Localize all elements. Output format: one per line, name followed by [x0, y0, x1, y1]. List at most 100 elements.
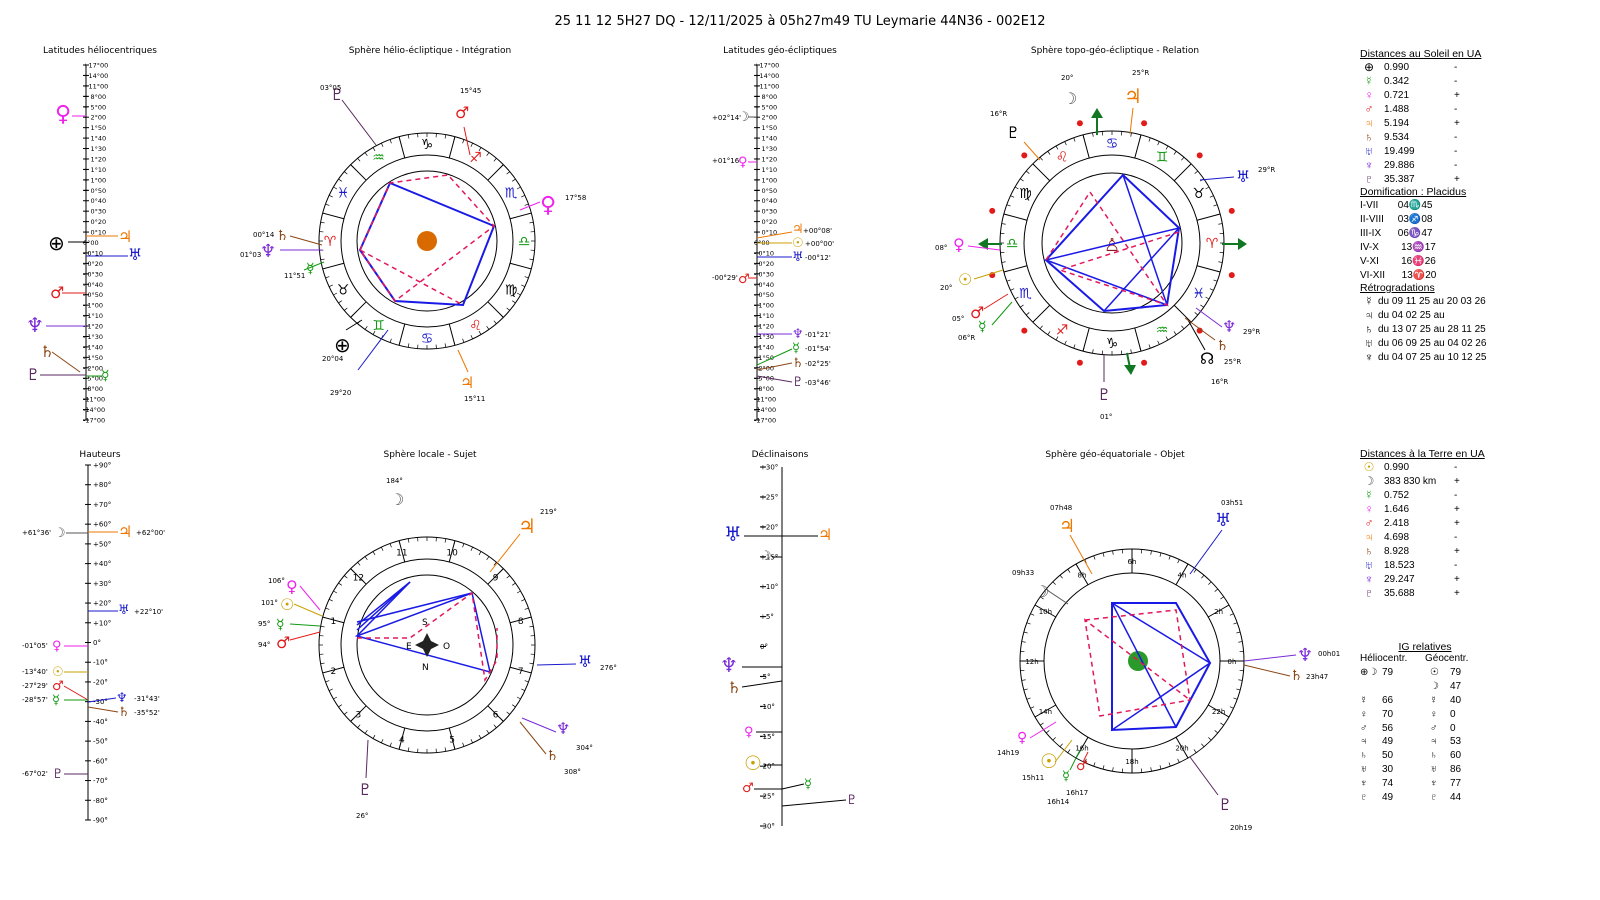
- house-number-label: 3: [356, 711, 362, 721]
- hour-label: 18h: [1125, 758, 1138, 766]
- house-number-label: 1: [330, 617, 336, 627]
- jupiter-icon: ♃: [1364, 530, 1374, 544]
- scale-tick-label: + 1°00: [754, 176, 777, 184]
- distance-row: ♆ 29.886 -: [1360, 158, 1486, 172]
- distance-value: 0.342: [1384, 75, 1410, 87]
- pluto-height-label: -67°02': [22, 770, 48, 778]
- distance-value: 383 830 km: [1384, 475, 1437, 487]
- zodiac-sign-icon: ♑: [421, 137, 434, 153]
- panel-title-local-sphere: Sphère locale - Sujet: [383, 450, 477, 460]
- ig-col-helio: Héliocentr.: [1360, 653, 1408, 664]
- planet-icon: ♂: [1360, 722, 1368, 734]
- zodiac-sign-icon: ♍: [1019, 186, 1032, 202]
- scale-tick-label: - 1°00: [83, 302, 103, 310]
- sun-icon: [417, 231, 437, 251]
- retrograde-row: ♃ du 04 02 25 au: [1360, 308, 1486, 322]
- jupiter-topo-label: 25°R: [1132, 69, 1149, 77]
- distance-row: ♅ 19.499 -: [1360, 144, 1486, 158]
- scale-tick-label: +5°: [760, 613, 774, 621]
- scale-tick-label: - 0°20: [754, 260, 774, 268]
- jupiter-icon: ♃: [1364, 116, 1374, 130]
- ig-helio-value: 56: [1382, 722, 1394, 734]
- earth-globe-icon: [1128, 651, 1148, 671]
- planet-icon: ☿: [1364, 294, 1374, 308]
- scale-tick-label: + 1°50: [754, 124, 777, 132]
- zodiac-sign-icon: ♐: [469, 150, 482, 166]
- helio-lat-scale: +17°00 +14°00 +11°00 + 8°00 + 5°00 + 2°00 + 1°…: [83, 62, 108, 425]
- distance-sign: +: [1454, 173, 1460, 185]
- earth-icon: ⊕: [1363, 60, 1375, 74]
- hour-label: 12h: [1025, 658, 1038, 666]
- sun-height-label: -13°40': [22, 668, 48, 676]
- jupiter-icon: ♃: [118, 227, 132, 246]
- mercury-local-label: 95°: [258, 620, 270, 628]
- distance-row: ⊕ 0.990 -: [1360, 60, 1486, 74]
- distance-value: 29.247: [1384, 573, 1415, 585]
- moon-icon: ☽: [1363, 474, 1375, 488]
- scale-tick-label: - 8°00: [754, 385, 774, 393]
- mars-height-label: -27°29': [22, 682, 48, 690]
- sun-distances-panel: Distances au Soleil en UA ⊕ 0.990 - ☿ 0.342 -…: [1360, 48, 1486, 364]
- scale-tick-label: -25°: [760, 793, 775, 801]
- jupiter-icon: ♃: [792, 222, 804, 237]
- zodiac-sign-icon: ♉: [337, 283, 350, 299]
- uranus-height-label: +22°10': [134, 608, 163, 616]
- jupiter-icon: ♃: [818, 525, 832, 544]
- pluto-icon: ♇: [1364, 172, 1374, 186]
- zodiac-sign-icon: ♋: [421, 331, 434, 347]
- venus-local-label: 106°: [268, 577, 285, 585]
- planet-icon: ☉: [1430, 667, 1439, 679]
- scale-tick-label: +70°: [93, 501, 111, 509]
- hour-label: 16h: [1075, 745, 1088, 753]
- mercury-icon: ☿: [101, 368, 110, 384]
- moon-height-label: +61°36': [22, 529, 51, 537]
- house-number-label: 10: [446, 548, 458, 558]
- moon-local-label: 184°: [386, 477, 403, 485]
- house-number-label: 8: [518, 617, 524, 627]
- scale-tick-label: - 1°10: [83, 312, 103, 320]
- zodiac-sign-icon: ♍: [505, 283, 518, 299]
- scale-tick-label: -70°: [93, 777, 108, 785]
- scale-tick-label: +14°00: [83, 72, 108, 80]
- planet-icon: ♀: [1430, 708, 1438, 720]
- saturn-icon: ♄: [1290, 668, 1303, 684]
- uranus-icon: ♅: [1215, 510, 1231, 531]
- ig-row: ♆ 74 ♆ 77: [1360, 776, 1490, 790]
- planet-icon: ♅: [1430, 763, 1438, 775]
- distance-sign: +: [1454, 545, 1460, 557]
- ig-geo-value: 53: [1450, 736, 1462, 748]
- ig-col-geo: Géocentr.: [1425, 653, 1469, 664]
- scale-tick-label: - 0°50: [83, 291, 103, 299]
- distance-value: 29.886: [1384, 159, 1415, 171]
- zodiac-sign-icon: ♎: [518, 234, 531, 250]
- scale-tick-label: +50°: [93, 540, 111, 548]
- mercury-helio-label: 11°51: [284, 272, 305, 280]
- house-cusp-row: II-VIII 03♐08: [1360, 213, 1433, 225]
- scale-tick-label: + 1°40: [754, 135, 777, 143]
- distance-sign: +: [1454, 573, 1460, 585]
- scale-tick-label: -14°00: [83, 406, 105, 414]
- neptune-icon: ♆: [556, 719, 570, 738]
- distance-row: ♃ 4.698 -: [1360, 530, 1485, 544]
- distance-sign: -: [1454, 103, 1458, 115]
- scale-tick-label: - 0°50: [754, 291, 774, 299]
- ig-helio-value: 70: [1382, 708, 1394, 720]
- pluto-icon: ♇: [358, 780, 372, 799]
- saturn-icon: ♄: [276, 228, 289, 244]
- venus-height-label: -01°05': [22, 642, 48, 650]
- mercury-topo-label: 06°R: [958, 334, 975, 342]
- house-cusp-row: V-XI 16♓26: [1360, 255, 1436, 267]
- earth-distances-title: Distances à la Terre en UA: [1360, 448, 1485, 460]
- distance-row: ♇ 35.688 +: [1360, 586, 1485, 600]
- neptune-icon: ♆: [26, 313, 44, 337]
- zodiac-sign-icon: ♑: [1106, 336, 1119, 352]
- planet-icon: ♇: [1360, 791, 1368, 803]
- scale-tick-label: + 0°10: [83, 229, 106, 237]
- topo-aspect-dashed: [1045, 190, 1180, 307]
- jupiter-icon: ♃: [1059, 516, 1075, 537]
- uranus-icon: ♅: [724, 522, 742, 546]
- planet-icon: ♀: [1360, 708, 1368, 720]
- neptune-helio-label: 01°03: [240, 251, 261, 259]
- retrograde-dates: du 04 07 25 au 10 12 25: [1378, 351, 1487, 363]
- astro-diagrams: +17°00 +14°00 +11°00 + 8°00 + 5°00 + 2°00 + 1°…: [22, 62, 1340, 833]
